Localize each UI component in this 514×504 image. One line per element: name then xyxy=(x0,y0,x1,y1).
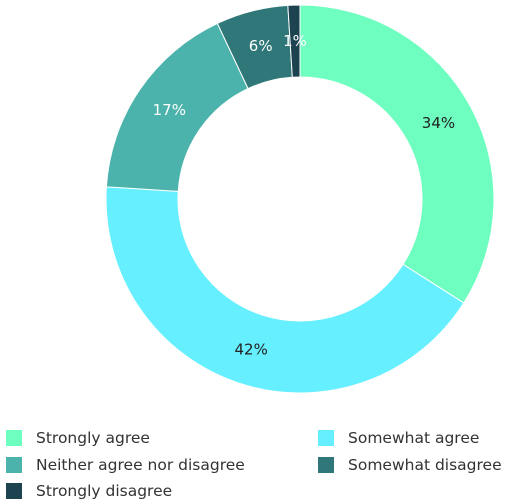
chart-legend: Strongly agree Somewhat agree Neither ag… xyxy=(0,426,514,504)
legend-label: Strongly disagree xyxy=(36,482,173,500)
data-label-somewhat-agree: 42% xyxy=(235,340,268,358)
legend-label: Somewhat agree xyxy=(348,429,480,447)
legend-label: Somewhat disagree xyxy=(348,456,502,474)
legend-swatch xyxy=(318,457,334,473)
slice-somewhat-agree[interactable] xyxy=(105,186,465,394)
data-label-strongly-disagree: 1% xyxy=(283,32,307,50)
legend-swatch xyxy=(6,430,22,446)
legend-item-somewhat-agree[interactable]: Somewhat agree xyxy=(318,427,479,449)
legend-swatch xyxy=(6,483,22,499)
legend-item-strongly-disagree[interactable]: Strongly disagree xyxy=(6,480,172,502)
legend-label: Strongly agree xyxy=(36,429,150,447)
slice-strongly-disagree[interactable] xyxy=(287,4,301,78)
legend-swatch xyxy=(318,430,334,446)
data-label-neither-agree-nor-disagree: 17% xyxy=(153,101,186,119)
legend-item-neither[interactable]: Neither agree nor disagree xyxy=(6,454,245,476)
legend-label: Neither agree nor disagree xyxy=(36,456,245,474)
data-label-somewhat-disagree: 6% xyxy=(249,37,273,55)
legend-item-somewhat-disagree[interactable]: Somewhat disagree xyxy=(318,454,502,476)
slice-strongly-agree[interactable] xyxy=(299,4,495,304)
donut-chart: 34% 42% 17% 6% 1% xyxy=(105,4,495,394)
legend-item-strongly-agree[interactable]: Strongly agree xyxy=(6,427,150,449)
data-label-strongly-agree: 34% xyxy=(422,114,455,132)
legend-swatch xyxy=(6,457,22,473)
